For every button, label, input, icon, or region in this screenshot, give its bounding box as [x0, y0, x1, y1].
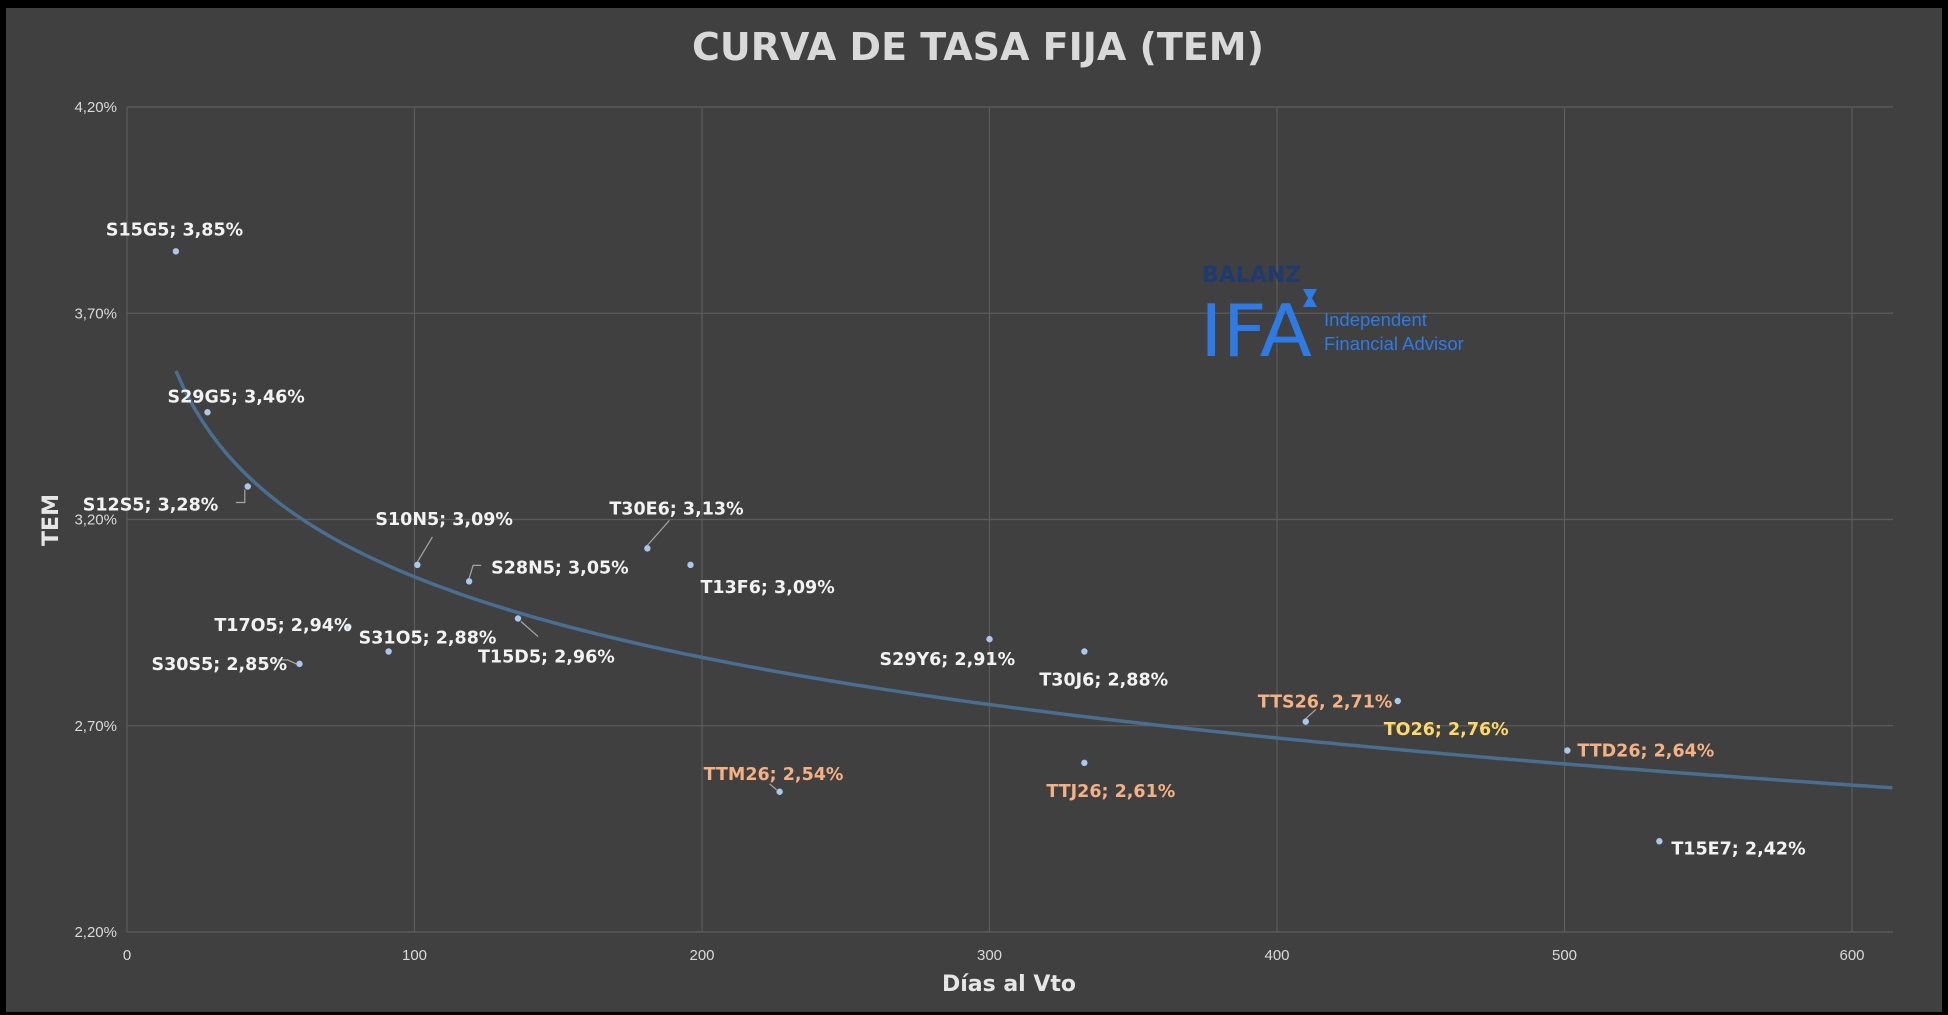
y-tick-label: 3,70% [74, 305, 117, 322]
label-s29y6: S29Y6; 2,91% [880, 650, 1016, 670]
point-s28n5 [465, 578, 473, 585]
leader-ttm26 [769, 783, 777, 791]
data-points [172, 248, 1663, 845]
label-t30e6: T30E6; 3,13% [609, 499, 743, 519]
point-ttm26 [776, 788, 783, 795]
leader-s30s5 [277, 659, 297, 665]
logo-main-text: IFA [1200, 289, 1312, 373]
point-s31o5 [385, 648, 392, 655]
point-t30e6 [644, 545, 651, 552]
logo-line-2: Financial Advisor [1324, 333, 1464, 354]
grid-lines [126, 106, 1893, 933]
label-tts26: TTS26, 2,71% [1258, 693, 1393, 713]
chart-panel: CURVA DE TASA FIJA (TEM) 2,20% 2,70% 3,20%… [6, 8, 1942, 1012]
leader-s10n5 [416, 536, 433, 563]
x-tick-label: 300 [977, 947, 1002, 964]
label-s10n5: S10N5; 3,09% [375, 510, 513, 530]
label-s30s5: S30S5; 2,85% [152, 655, 288, 675]
label-t13f6: T13F6; 3,09% [701, 578, 835, 598]
point-t30j6 [1081, 648, 1088, 655]
label-t15d5: T15D5; 2,96% [478, 648, 615, 668]
leader-tts26 [1305, 709, 1317, 720]
leader-s28n5 [468, 564, 482, 579]
leader-t30e6 [646, 520, 670, 546]
y-axis-title: TEM [39, 494, 64, 546]
point-s30s5 [296, 660, 303, 668]
label-s12s5: S12S5; 3,28% [83, 496, 219, 516]
label-s28n5: S28N5; 3,05% [491, 558, 629, 578]
point-to26 [1394, 697, 1401, 705]
label-t17o5: T17O5; 2,94% [214, 616, 351, 636]
label-ttm26: TTM26; 2,54% [704, 765, 844, 785]
point-t17o5 [345, 623, 352, 630]
logo-line-1: Independent [1324, 309, 1427, 330]
label-t15e7: T15E7; 2,42% [1671, 839, 1805, 859]
chart-title: CURVA DE TASA FIJA (TEM) [692, 25, 1264, 69]
leader-s12s5 [235, 489, 246, 504]
label-s31o5: S31O5; 2,88% [359, 629, 497, 649]
x-tick-label: 500 [1552, 947, 1577, 964]
x-tick-label: 400 [1264, 947, 1289, 964]
point-s29y6 [986, 635, 993, 643]
point-t13f6 [687, 561, 694, 569]
point-ttd26 [1564, 747, 1571, 754]
y-tick-label: 3,20% [74, 512, 117, 529]
point-s29g5 [204, 409, 211, 416]
label-t30j6: T30J6; 2,88% [1039, 671, 1168, 691]
point-tts26 [1302, 718, 1309, 725]
label-ttd26: TTD26; 2,64% [1577, 742, 1714, 762]
leader-t15d5 [520, 621, 539, 637]
point-t15d5 [514, 615, 522, 622]
x-tick-label: 600 [1839, 947, 1864, 964]
x-tick-label: 100 [402, 947, 427, 964]
x-tick-label: 200 [689, 947, 714, 964]
balanz-ifa-logo: BALANZ IFA Independent Financial Advisor [1200, 263, 1464, 373]
label-s15g5: S15G5; 3,85% [106, 220, 243, 240]
y-tick-label: 4,20% [74, 99, 117, 116]
point-s12s5 [244, 483, 251, 490]
point-s15g5 [172, 248, 180, 255]
y-tick-label: 2,20% [74, 924, 117, 941]
logo-brand-text: BALANZ [1202, 263, 1301, 288]
x-axis-ticks: 0 100 200 300 400 500 600 [123, 947, 1865, 964]
trend-line [174, 370, 1893, 790]
y-tick-label: 2,70% [74, 718, 117, 735]
point-ttj26 [1081, 759, 1088, 767]
label-to26: TO26; 2,76% [1384, 720, 1509, 740]
x-tick-label: 0 [123, 947, 131, 964]
rate-curve-chart: CURVA DE TASA FIJA (TEM) 2,20% 2,70% 3,20%… [39, 25, 1893, 997]
label-ttj26: TTJ26; 2,61% [1046, 782, 1175, 802]
y-axis-ticks: 2,20% 2,70% 3,20% 3,70% 4,20% [74, 99, 117, 941]
data-labels: S15G5; 3,85% S29G5; 3,46% S12S5; 3,28% S30S… [83, 220, 1806, 859]
point-t15e7 [1656, 838, 1663, 845]
x-axis-title: Días al Vto [942, 972, 1076, 997]
label-leader-lines [235, 489, 1317, 791]
point-s10n5 [414, 561, 421, 569]
logo-mark-icon [1303, 289, 1317, 307]
label-s29g5: S29G5; 3,46% [168, 387, 305, 407]
